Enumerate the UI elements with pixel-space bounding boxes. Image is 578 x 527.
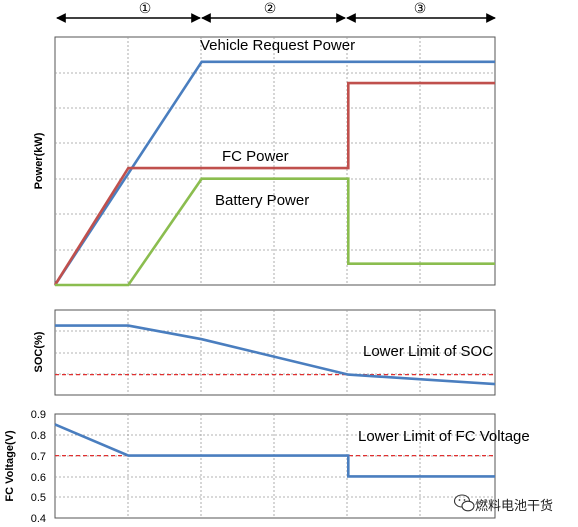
battery-power-label: Battery Power	[215, 192, 309, 209]
battery-series-line	[55, 177, 495, 287]
y-tick-label: 0.7	[31, 451, 46, 463]
fcv-series-line	[54, 423, 495, 478]
soc-y-axis-label: SOC(%)	[33, 331, 45, 372]
vehicle-series-line	[53, 60, 495, 286]
power-panel-frame	[54, 36, 496, 286]
watermark-text: 燃料电池干货	[475, 498, 553, 514]
wechat-icon	[453, 494, 475, 512]
vehicle-request-power-label: Vehicle Request Power	[200, 37, 355, 54]
phase-1-label: ①	[139, 1, 152, 17]
fc-series-line	[53, 81, 495, 286]
soc-panel: SOC(%) Lower Limit of SOC	[33, 309, 496, 396]
soc-lower-limit-label: Lower Limit of SOC	[363, 343, 493, 360]
power-y-axis-label: Power(kW)	[33, 132, 45, 189]
soc-series-line	[55, 324, 496, 386]
watermark: 燃料电池干货	[453, 494, 553, 514]
y-tick-label: 0.8	[31, 430, 46, 442]
y-tick-label: 0.4	[31, 513, 46, 525]
power-grid	[55, 37, 495, 285]
soc-series	[55, 324, 496, 386]
fc-voltage-panel: 0.9 0.8 0.7 0.6 0.5 0.4 FC Voltage(V) Lower L…	[4, 409, 530, 525]
phase-2-label: ②	[264, 1, 277, 17]
power-series	[53, 60, 495, 287]
y-tick-label: 0.6	[31, 472, 46, 484]
fc-voltage-lower-limit-label: Lower Limit of FC Voltage	[358, 428, 530, 445]
soc-panel-frame	[54, 309, 496, 396]
power-panel: Power(kW) Vehicle Request Power FC Power…	[33, 36, 496, 287]
y-tick-label: 0.5	[31, 492, 46, 504]
fc-power-label: FC Power	[222, 148, 289, 165]
phase-arrows: ① ② ③	[56, 1, 496, 23]
fc-voltage-series	[54, 423, 495, 478]
fc-voltage-y-ticks: 0.9 0.8 0.7 0.6 0.5 0.4	[31, 409, 46, 525]
y-tick-label: 0.9	[31, 409, 46, 421]
fc-voltage-y-axis-label: FC Voltage(V)	[4, 430, 16, 502]
fc-voltage-panel-frame	[54, 413, 496, 519]
phase-3-label: ③	[414, 1, 427, 17]
